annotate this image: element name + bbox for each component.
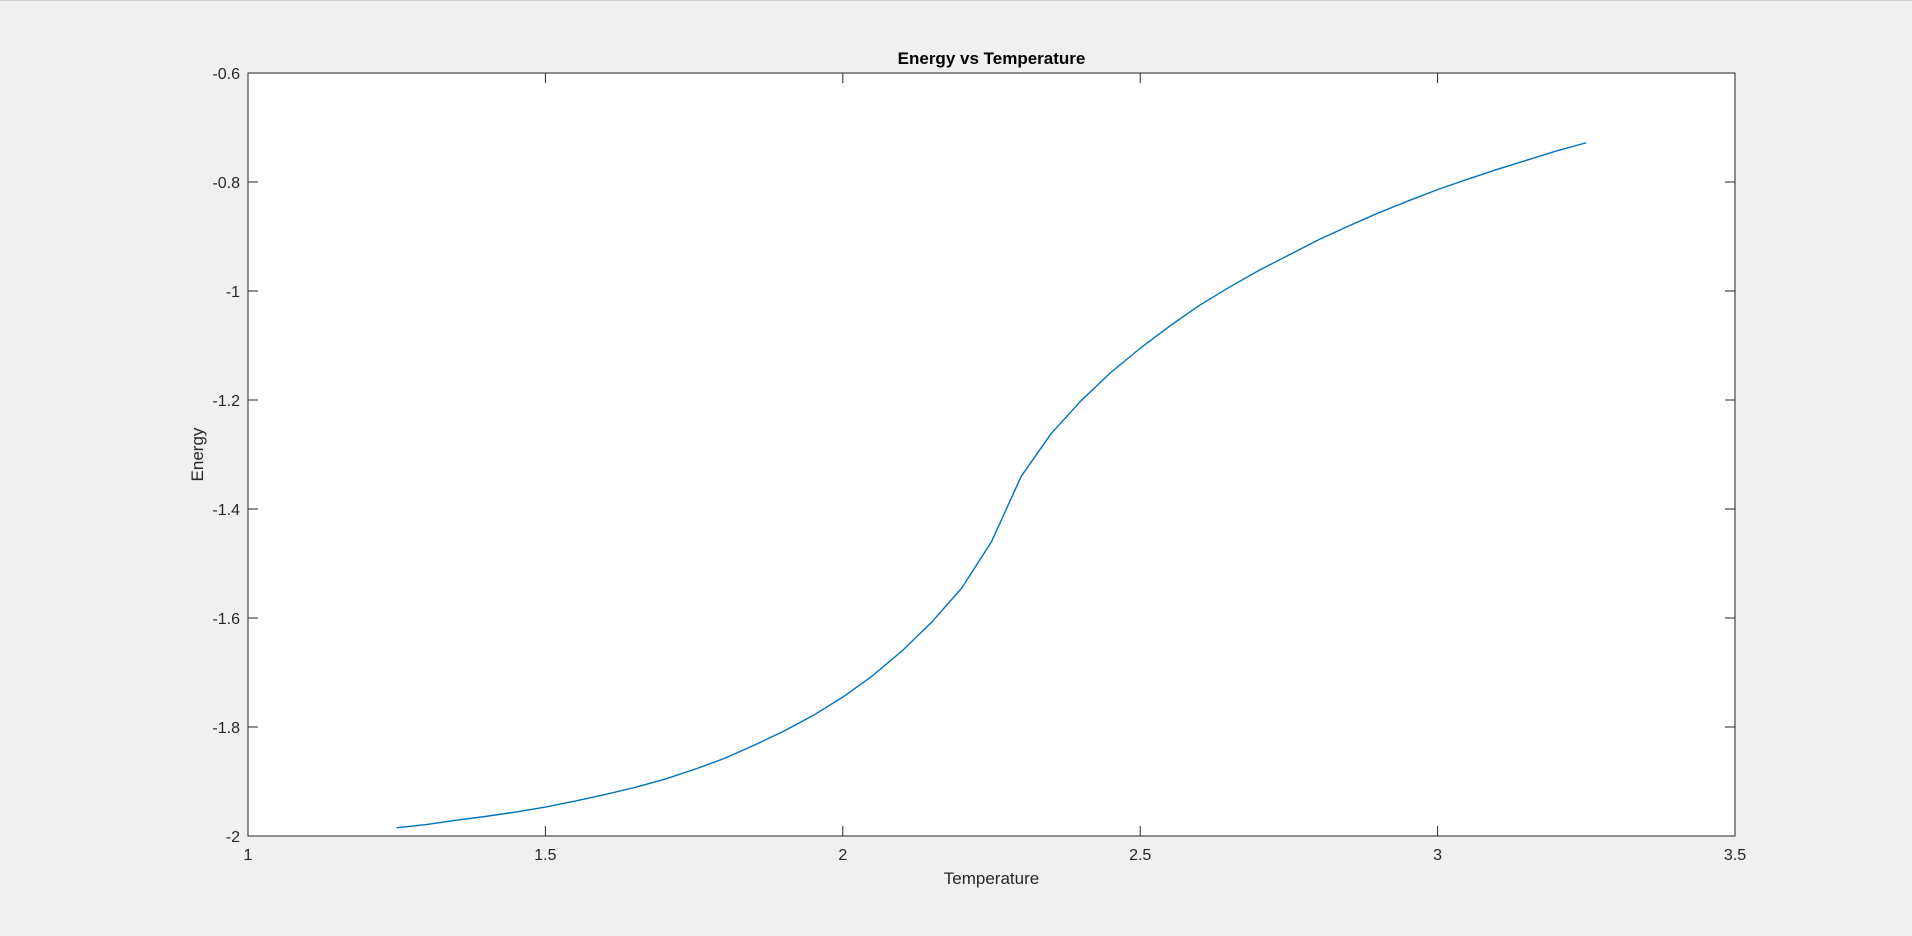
plot-area	[248, 73, 1735, 836]
x-tick-labels: 1 1.5 2 2.5 3 3.5	[244, 847, 1747, 864]
x-tick-label: 2	[838, 847, 847, 864]
y-tick-label: -1.2	[212, 393, 240, 410]
y-tick-label: -1.6	[212, 611, 240, 628]
y-tick-label: -1.4	[212, 502, 240, 519]
chart-title: Energy vs Temperature	[898, 49, 1086, 68]
y-tick-label: -0.8	[212, 175, 240, 192]
series-group	[396, 142, 1587, 829]
x-tick-label: 1.5	[534, 847, 556, 864]
plot-frame	[247, 72, 1736, 837]
y-tick-label: -2	[226, 829, 240, 846]
y-tick-label: -1	[226, 284, 240, 301]
x-axis-label: Temperature	[944, 869, 1039, 888]
x-tick-label: 1	[244, 847, 253, 864]
y-tick-label: -0.6	[212, 66, 240, 83]
plot-background	[248, 73, 1735, 836]
x-tick-label: 3	[1433, 847, 1442, 864]
x-tick-label: 3.5	[1724, 847, 1746, 864]
x-tick-label: 2.5	[1129, 847, 1151, 864]
y-axis-label: Energy	[188, 427, 207, 481]
energy-series-line	[396, 142, 1587, 829]
y-tick-label: -1.8	[212, 720, 240, 737]
y-tick-labels: -0.6 -0.8 -1 -1.2 -1.4 -1.6 -1.8 -2	[212, 66, 240, 846]
